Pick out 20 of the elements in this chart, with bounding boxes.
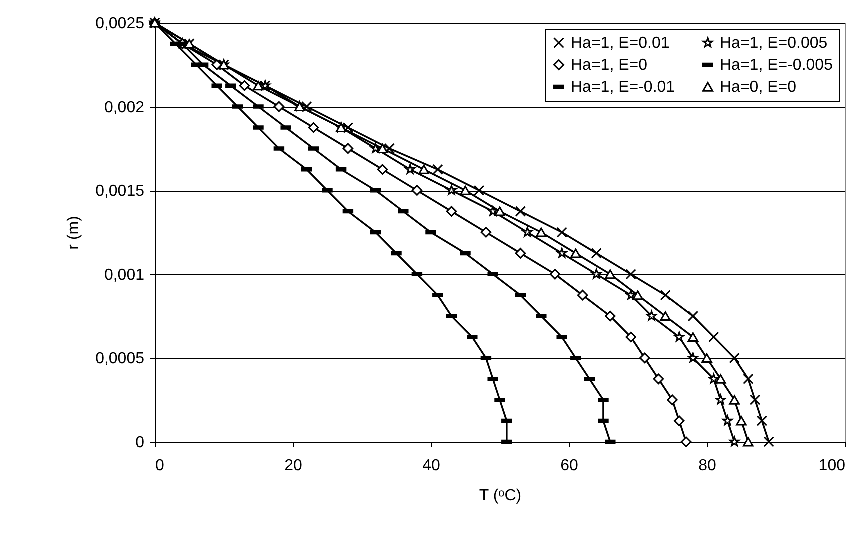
y-tick-label: 0,0005 [96,350,145,368]
x-tick-label: 40 [422,458,440,474]
y-tick-label: 0,0015 [96,183,145,200]
x-tick-label: 0 [156,458,164,474]
legend-label: Ha=1, E=0.005 [720,35,828,52]
legend-label: Ha=1, E=0 [571,57,648,74]
x-tick-label: 80 [698,458,716,474]
legend-label: Ha=1, E=-0.01 [571,79,676,96]
y-tick-label: 0,0025 [96,16,145,32]
legend-label: Ha=1, E=0.01 [571,35,670,52]
x-tick-label: 60 [560,458,578,474]
y-tick-label: 0,002 [104,99,145,116]
x-tick-label: 20 [284,458,302,474]
legend-label: Ha=0, E=0 [720,79,797,96]
y-axis-title: r (m) [66,216,83,250]
legend-label: Ha=1, E=-0.005 [720,57,834,74]
x-axis-title: T (ᵒC) [479,488,522,504]
x-tick-label: 100 [818,458,846,474]
y-tick-label: 0 [136,434,145,452]
y-tick-label: 0,001 [104,266,145,284]
